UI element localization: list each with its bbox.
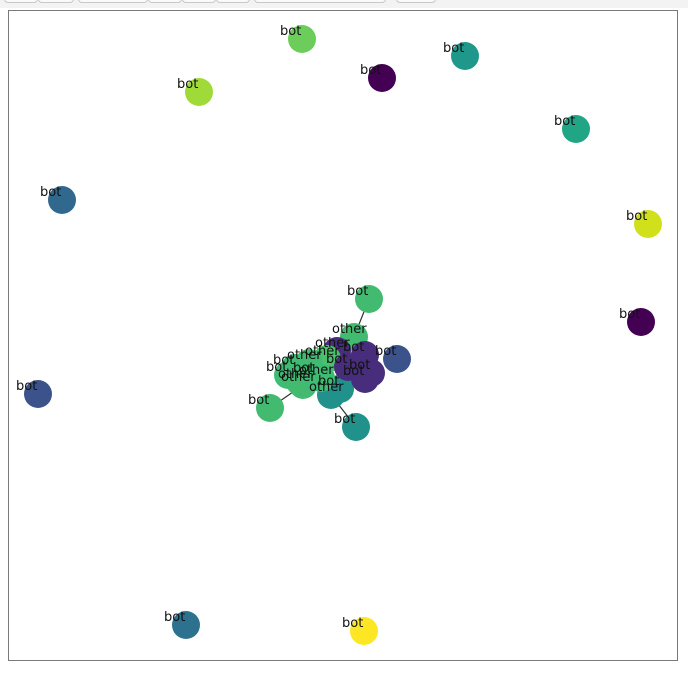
graph-node-label: bot xyxy=(266,360,287,375)
toolbar-button-4[interactable] xyxy=(148,0,182,3)
graph-node-label: bot xyxy=(619,307,640,322)
graph-node xyxy=(368,64,396,92)
graph-node-label: bot xyxy=(349,358,370,373)
graph-node-label: bot xyxy=(360,63,381,78)
graph-node xyxy=(172,611,200,639)
graph-node-label: other xyxy=(315,336,350,351)
graph-node xyxy=(256,394,284,422)
graph-node xyxy=(627,308,655,336)
graph-node-label: bot xyxy=(343,364,364,379)
graph-node-label: bot xyxy=(347,284,368,299)
graph-node xyxy=(351,365,379,393)
graph-node xyxy=(48,186,76,214)
graph-node-label: bot xyxy=(626,209,647,224)
graph-node-label: bot xyxy=(164,610,185,625)
graph-node-label: bot xyxy=(554,114,575,129)
graph-node xyxy=(185,78,213,106)
graph-node xyxy=(301,362,329,390)
graph-node-label: bot xyxy=(248,393,269,408)
graph-node-label: bot xyxy=(326,352,347,367)
graph-node-label: other xyxy=(309,380,344,395)
graph-node-label: bot xyxy=(334,412,355,427)
network-graph-canvas: botbotbotbotbotbotbotbotbotbotbotbotbotb… xyxy=(16,24,662,645)
graph-node xyxy=(342,413,370,441)
graph-node-label: bot xyxy=(343,340,364,355)
graph-node-label: bot xyxy=(318,374,339,389)
graph-node-label: bot xyxy=(375,344,396,359)
graph-node xyxy=(350,617,378,645)
graph-node-label: other xyxy=(299,363,334,378)
graph-node-label: bot xyxy=(273,353,294,368)
notebook-toolbar xyxy=(0,0,688,8)
toolbar-button-2[interactable] xyxy=(38,0,74,3)
graph-node-label: other xyxy=(281,370,316,385)
graph-node xyxy=(451,42,479,70)
toolbar-button-5[interactable] xyxy=(182,0,216,3)
graph-node xyxy=(634,210,662,238)
graph-node xyxy=(383,345,411,373)
graph-node-label: bot xyxy=(293,361,314,376)
toolbar-button-7[interactable] xyxy=(254,0,386,3)
graph-node-label: other xyxy=(305,344,340,359)
graph-node-label: other xyxy=(332,322,367,337)
graph-node-label: bot xyxy=(177,77,198,92)
nodes-layer xyxy=(24,25,662,645)
graph-node-label: bot xyxy=(16,379,37,394)
labels-layer: botbotbotbotbotbotbotbotbotbotbotbotbotb… xyxy=(16,24,647,631)
toolbar-button-3[interactable] xyxy=(78,0,148,3)
graph-node-label: bot xyxy=(342,616,363,631)
toolbar-button-6[interactable] xyxy=(216,0,250,3)
graph-node-label: bot xyxy=(443,41,464,56)
graph-node xyxy=(24,380,52,408)
graph-node xyxy=(562,115,590,143)
graph-node xyxy=(355,285,383,313)
graph-node-label: other xyxy=(287,348,322,363)
graph-node-label: other xyxy=(278,367,313,382)
toolbar-button-1[interactable] xyxy=(4,0,38,3)
toolbar-button-8[interactable] xyxy=(396,0,436,3)
network-graph-figure: bot bot bot bot bot bot bot bot bot bot bot bot bot b… xyxy=(8,10,678,661)
graph-node xyxy=(288,25,316,53)
graph-node-label: bot xyxy=(280,24,301,39)
graph-node-label: bot xyxy=(40,185,61,200)
